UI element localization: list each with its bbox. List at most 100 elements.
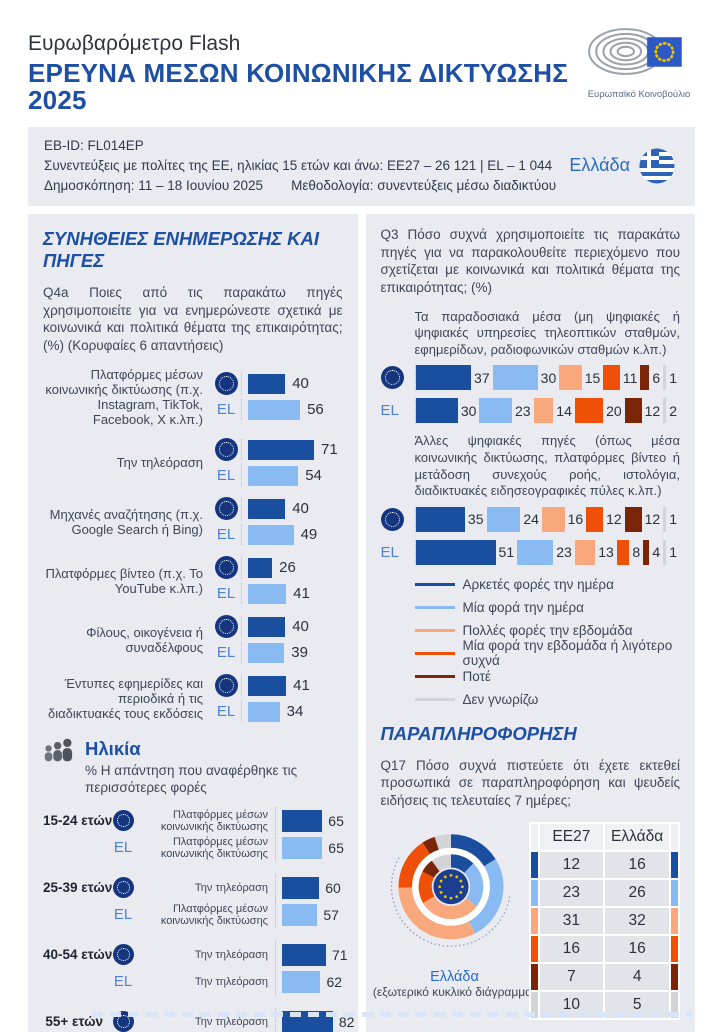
source-bars: 40 EL 49 <box>211 497 343 546</box>
question-q3: Q3 Πόσο συχνά χρησιμοποιείτε τις παρακάτ… <box>380 227 681 295</box>
country-name: Ελλάδα <box>569 155 630 176</box>
eu-star <box>458 890 462 894</box>
el-label-cell: EL <box>211 401 241 418</box>
question-q4a: Q4a Ποιες από τις παρακάτω πηγές χρησιμο… <box>43 285 343 353</box>
bar-area: 60 <box>275 874 343 902</box>
legend-item: Δεν γνωρίζω <box>381 690 681 709</box>
bar-segment <box>574 539 596 565</box>
stacked-bar-row: EL 51 23 13 8 4 1 <box>381 539 681 565</box>
el-bar <box>248 465 299 486</box>
age-bar-row: 15-24 ετών Πλατφόρμες μέσων κοινωνικής δι… <box>43 807 344 835</box>
eu-flag-cell <box>211 674 241 698</box>
row-color-strip <box>530 963 538 990</box>
age-subtitle: % Η απάντηση που αναφέρθηκε τις περισσότ… <box>85 763 298 796</box>
segment-value: 12 <box>644 402 661 419</box>
disinfo-table: ΕΕ27 Ελλάδα 12 16 23 26 31 32 16 16 7 4 10 5 <box>528 821 680 1020</box>
bar-segment <box>415 365 472 391</box>
source-label: Φίλους, οικογένεια ή συναδέλφους <box>86 624 203 655</box>
el-label: EL <box>216 703 236 721</box>
segment-value: 15 <box>584 369 601 386</box>
frequency-block: Άλλες ψηφιακές πηγές (όπως μέσα κοινωνικ… <box>380 433 681 565</box>
bar-segment <box>517 539 554 565</box>
eu-bar <box>248 616 286 637</box>
table-cell: 4 <box>605 963 669 990</box>
segment-value: 23 <box>556 544 572 561</box>
eu-flag-center <box>433 868 468 904</box>
el-label: EL <box>113 839 133 857</box>
donut-inner-segment-eu <box>431 853 451 871</box>
block-subtitle: Τα παραδοσιακά μέσα (μη ψηφιακές ή ψηφια… <box>414 308 681 357</box>
row-color-strip <box>530 879 538 906</box>
bar-value: 57 <box>323 906 339 923</box>
eu-bar <box>248 675 287 696</box>
bar-segment <box>492 365 538 391</box>
bar-area: 49 <box>241 524 343 546</box>
segment-value: 30 <box>540 369 557 386</box>
bar-value: 40 <box>292 500 309 518</box>
bar-row: 71 <box>211 438 343 462</box>
bar-area: 40 <box>241 373 343 395</box>
segment-value: 2 <box>669 402 678 419</box>
legend-item: Ποτέ <box>381 667 681 686</box>
table-corner <box>530 823 538 850</box>
bar-area: 56 <box>241 399 343 421</box>
eu-bar <box>248 439 315 460</box>
el-label-cell: EL <box>109 839 137 856</box>
age-range-label: 25-39 ετών <box>43 880 113 896</box>
source-bar-group: Φίλους, οικογένεια ή συναδέλφους 40 EL 39 <box>43 615 343 664</box>
bar-segment <box>541 506 565 532</box>
age-group: 40-54 ετών Την τηλεόραση 71 EL Την τηλεόραση… <box>43 941 348 996</box>
source-bars: 40 EL 56 <box>211 372 343 421</box>
eu-bar <box>282 809 323 832</box>
segment-value: 1 <box>669 511 677 528</box>
bar-area: 40 <box>241 616 343 638</box>
bar-area: 71 <box>275 941 348 969</box>
segment-value: 51 <box>498 544 515 561</box>
el-bar <box>248 524 294 545</box>
el-label: EL <box>380 402 399 420</box>
source-bar-group: Την τηλεόραση 71 EL 54 <box>43 438 343 487</box>
el-label: EL <box>113 973 133 991</box>
source-label: Πλατφόρμες βίντεο (π.χ. Το YouTube κ.λπ.… <box>45 565 203 596</box>
age-bar-row: 40-54 ετών Την τηλεόραση 71 <box>43 941 348 969</box>
donut-outer-segment-el <box>450 833 496 866</box>
eu-bar <box>282 943 327 966</box>
bar-value: 71 <box>332 946 348 963</box>
legend-label: Πολλές φορές την εβδομάδα <box>462 622 633 638</box>
bar-value: 40 <box>292 375 309 393</box>
segment-value: 1 <box>669 369 677 386</box>
legend-item: Αρκετές φορές την ημέρα <box>381 575 681 594</box>
table-cell: 16 <box>605 935 669 962</box>
donut-caption-country: Ελλάδα <box>430 968 479 985</box>
segment-value: 4 <box>652 544 661 561</box>
eu-flag-icon <box>214 556 238 580</box>
source-bars: 41 EL 34 <box>211 674 343 723</box>
segment-value: 24 <box>523 511 539 528</box>
legend-label: Μία φορά την ημέρα <box>462 599 584 615</box>
bar-area: 62 <box>275 968 343 996</box>
source-bar-group: Μηχανές αναζήτησης (π.χ. Google Search ή… <box>43 497 343 546</box>
fieldwork-dates: Δημοσκόπηση: 11 – 18 Ιουνίου 2025 <box>44 178 264 194</box>
eu-flag-icon <box>214 615 238 639</box>
bar-segment <box>559 365 582 391</box>
table-header: ΕΕ27 <box>539 823 604 850</box>
eu-flag-icon <box>380 366 404 390</box>
bar-area: 71 <box>241 439 343 461</box>
section-title-disinformation: ΠΑΡΑΠΛΗΡΟΦΟΡΗΣΗ <box>380 722 577 744</box>
survey-type: Ευρωβαρόμετρο Flash <box>28 32 241 55</box>
bar-row: 26 <box>211 556 343 580</box>
bar-area: 57 <box>275 901 343 929</box>
bar-segment <box>415 398 458 424</box>
eu-bar <box>248 373 286 394</box>
row-color-strip <box>671 851 678 878</box>
legend-swatch <box>414 674 455 679</box>
segment-value: 1 <box>669 544 678 561</box>
age-range-label: 40-54 ετών <box>43 947 113 963</box>
source-bars: 71 EL 54 <box>211 438 343 487</box>
question-q17: Q17 Πόσο συχνά πιστεύετε ότι έχετε εκτεθ… <box>380 757 681 808</box>
bar-segment <box>663 398 667 424</box>
row-color-strip <box>671 879 678 906</box>
eu-star <box>443 875 447 878</box>
segment-value: 8 <box>632 544 641 561</box>
bar-value: 65 <box>328 812 344 829</box>
